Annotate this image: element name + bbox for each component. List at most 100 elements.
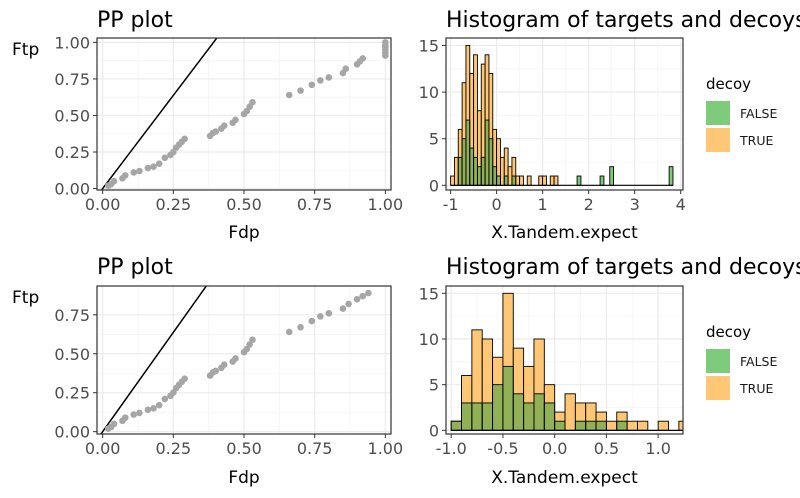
figure-svg: 0.00 0.25 0.50 0.75 1.000.000.250.500.751.00… bbox=[0, 0, 800, 494]
hist1-ytick-label-2: 10 bbox=[419, 83, 439, 102]
hist2-bar-false-6 bbox=[513, 394, 523, 431]
pp1-point-27 bbox=[249, 99, 256, 106]
hist1-bar-true-0 bbox=[451, 176, 455, 185]
hist1-legend-title: decoy bbox=[706, 75, 751, 93]
hist1-bar-false-11 bbox=[493, 167, 497, 186]
histogram-bottom: -1.0 -0.5 0.0 0.5 1.0 0 5 10 15 Histogram of targ… bbox=[419, 255, 800, 488]
pp2-ylabel: Ftp bbox=[12, 288, 39, 308]
pp2-point-9 bbox=[156, 402, 163, 409]
hist2-bar-true-20 bbox=[658, 421, 668, 430]
figure: 0.00 0.25 0.50 0.75 1.00 0.00 0.25 0.50 0.75 1.00… bbox=[0, 0, 800, 494]
pp1-xlabel: Fdp bbox=[228, 223, 259, 243]
pp1-point-34 bbox=[342, 65, 349, 72]
pp2-point-21 bbox=[221, 361, 228, 368]
pp1-point-31 bbox=[317, 77, 324, 84]
hist1-bar-false-8 bbox=[481, 157, 485, 185]
hist1-bar-true-20 bbox=[527, 176, 531, 185]
pp1-point-32 bbox=[326, 74, 333, 81]
pp-plot-top: 0.00 0.25 0.50 0.75 1.00 0.00 0.25 0.50 0.75 1.00… bbox=[12, 0, 403, 243]
hist2-bar-true-18 bbox=[637, 421, 647, 430]
hist2-bar-false-9 bbox=[544, 403, 554, 430]
pp2-point-29 bbox=[297, 324, 304, 331]
hist2-bar-false-14 bbox=[596, 421, 606, 430]
pp2-title: PP plot bbox=[97, 255, 173, 280]
hist1-bar-false-extra-0 bbox=[577, 176, 581, 185]
pp2-xtick-label-4: 1.00 bbox=[368, 439, 404, 458]
pp1-point-23 bbox=[232, 117, 239, 124]
hist2-title: Histogram of targets and decoys bbox=[446, 255, 800, 280]
hist1-bar-false-12 bbox=[497, 176, 501, 185]
hist1-bar-false-9 bbox=[485, 120, 489, 185]
pp1-point-37 bbox=[359, 55, 366, 62]
hist2-bar-false-4 bbox=[493, 385, 503, 431]
pp1-point-16 bbox=[181, 136, 188, 143]
hist1-xtick-label-2: 1 bbox=[538, 195, 548, 214]
pp2-point-8 bbox=[150, 405, 157, 412]
hist2-xtick-label-2: 0.0 bbox=[542, 439, 567, 458]
pp1-ylabel: Ftp bbox=[12, 40, 39, 60]
pp2-point-16 bbox=[181, 375, 188, 382]
hist1-bar-false-5 bbox=[470, 148, 474, 185]
pp1-point-30 bbox=[309, 81, 316, 88]
pp2-point-32 bbox=[326, 310, 333, 317]
hist2-legend-swatch-1 bbox=[706, 376, 730, 400]
pp2-point-30 bbox=[309, 318, 316, 325]
hist2-bar-false-7 bbox=[524, 403, 534, 430]
hist1-bar-true-1 bbox=[454, 157, 458, 185]
hist1-bar-true-23 bbox=[539, 176, 543, 185]
hist1-bar-false-4 bbox=[466, 120, 470, 185]
hist2-bar-false-0 bbox=[451, 421, 461, 430]
pp2-point-28 bbox=[286, 329, 293, 336]
hist2-bar-true-15 bbox=[606, 421, 616, 430]
pp1-point-10 bbox=[162, 155, 169, 162]
hist1-bar-true-24 bbox=[543, 176, 547, 185]
hist1-bar-false-extra-3 bbox=[669, 167, 673, 186]
hist1-bar-true-17 bbox=[516, 176, 520, 185]
hist1-legend-swatch-1 bbox=[706, 128, 730, 152]
hist1-legend-swatch-0 bbox=[706, 101, 730, 125]
hist2-bar-false-13 bbox=[586, 421, 596, 430]
pp2-point-19 bbox=[212, 368, 219, 375]
legend-top: decoy FALSE TRUE bbox=[706, 75, 777, 152]
hist2-bar-true-17 bbox=[627, 421, 637, 430]
hist1-xtick-label-3: 2 bbox=[584, 195, 594, 214]
pp1-point-2 bbox=[111, 178, 118, 185]
hist1-bar-true-27 bbox=[554, 176, 558, 185]
hist1-legend-label-1: TRUE bbox=[739, 133, 773, 148]
pp1-point-43 bbox=[382, 39, 389, 46]
pp2-point-6 bbox=[136, 410, 143, 417]
hist2-bar-false-1 bbox=[462, 403, 472, 430]
pp2-point-7 bbox=[145, 407, 152, 414]
hist2-bar-false-5 bbox=[503, 366, 513, 430]
hist2-legend-label-1: TRUE bbox=[739, 381, 773, 396]
hist1-ytick-label-0: 0 bbox=[429, 176, 439, 195]
pp1-xtick-label-0: 0.00 bbox=[85, 195, 121, 214]
pp2-ytick-label-2: 0.50 bbox=[54, 345, 90, 364]
hist1-bar-true-13 bbox=[500, 157, 504, 185]
hist1-bar-false-6 bbox=[474, 157, 478, 185]
pp2-xlabel: Fdp bbox=[228, 468, 259, 488]
hist2-xtick-label-1: -0.5 bbox=[487, 439, 518, 458]
pp1-point-4 bbox=[122, 172, 129, 179]
hist1-bar-false-2 bbox=[458, 157, 462, 185]
hist1-ytick-label-1: 5 bbox=[429, 130, 439, 149]
hist1-bar-false-3 bbox=[462, 139, 466, 186]
pp2-ytick-label-1: 0.25 bbox=[54, 384, 90, 403]
pp1-point-28 bbox=[286, 92, 293, 99]
hist2-ytick-label-1: 5 bbox=[429, 376, 439, 395]
pp2-point-5 bbox=[130, 411, 137, 418]
pp1-point-7 bbox=[145, 165, 152, 172]
pp2-point-10 bbox=[162, 396, 169, 403]
pp2-point-35 bbox=[354, 296, 361, 303]
hist1-xtick-label-4: 3 bbox=[630, 195, 640, 214]
pp2-point-37 bbox=[365, 290, 372, 297]
pp1-xtick-label-4: 1.00 bbox=[368, 195, 404, 214]
hist1-bar-false-16 bbox=[512, 176, 516, 185]
pp1-ytick-label-2: 0.50 bbox=[54, 106, 90, 125]
hist2-legend-swatch-0 bbox=[706, 349, 730, 373]
hist1-bar-false-7 bbox=[477, 167, 481, 186]
pp1-ytick-label-4: 1.00 bbox=[54, 33, 90, 52]
pp2-point-31 bbox=[317, 313, 324, 320]
pp2-point-23 bbox=[232, 355, 239, 362]
pp1-ytick-label-0: 0.00 bbox=[54, 180, 90, 199]
